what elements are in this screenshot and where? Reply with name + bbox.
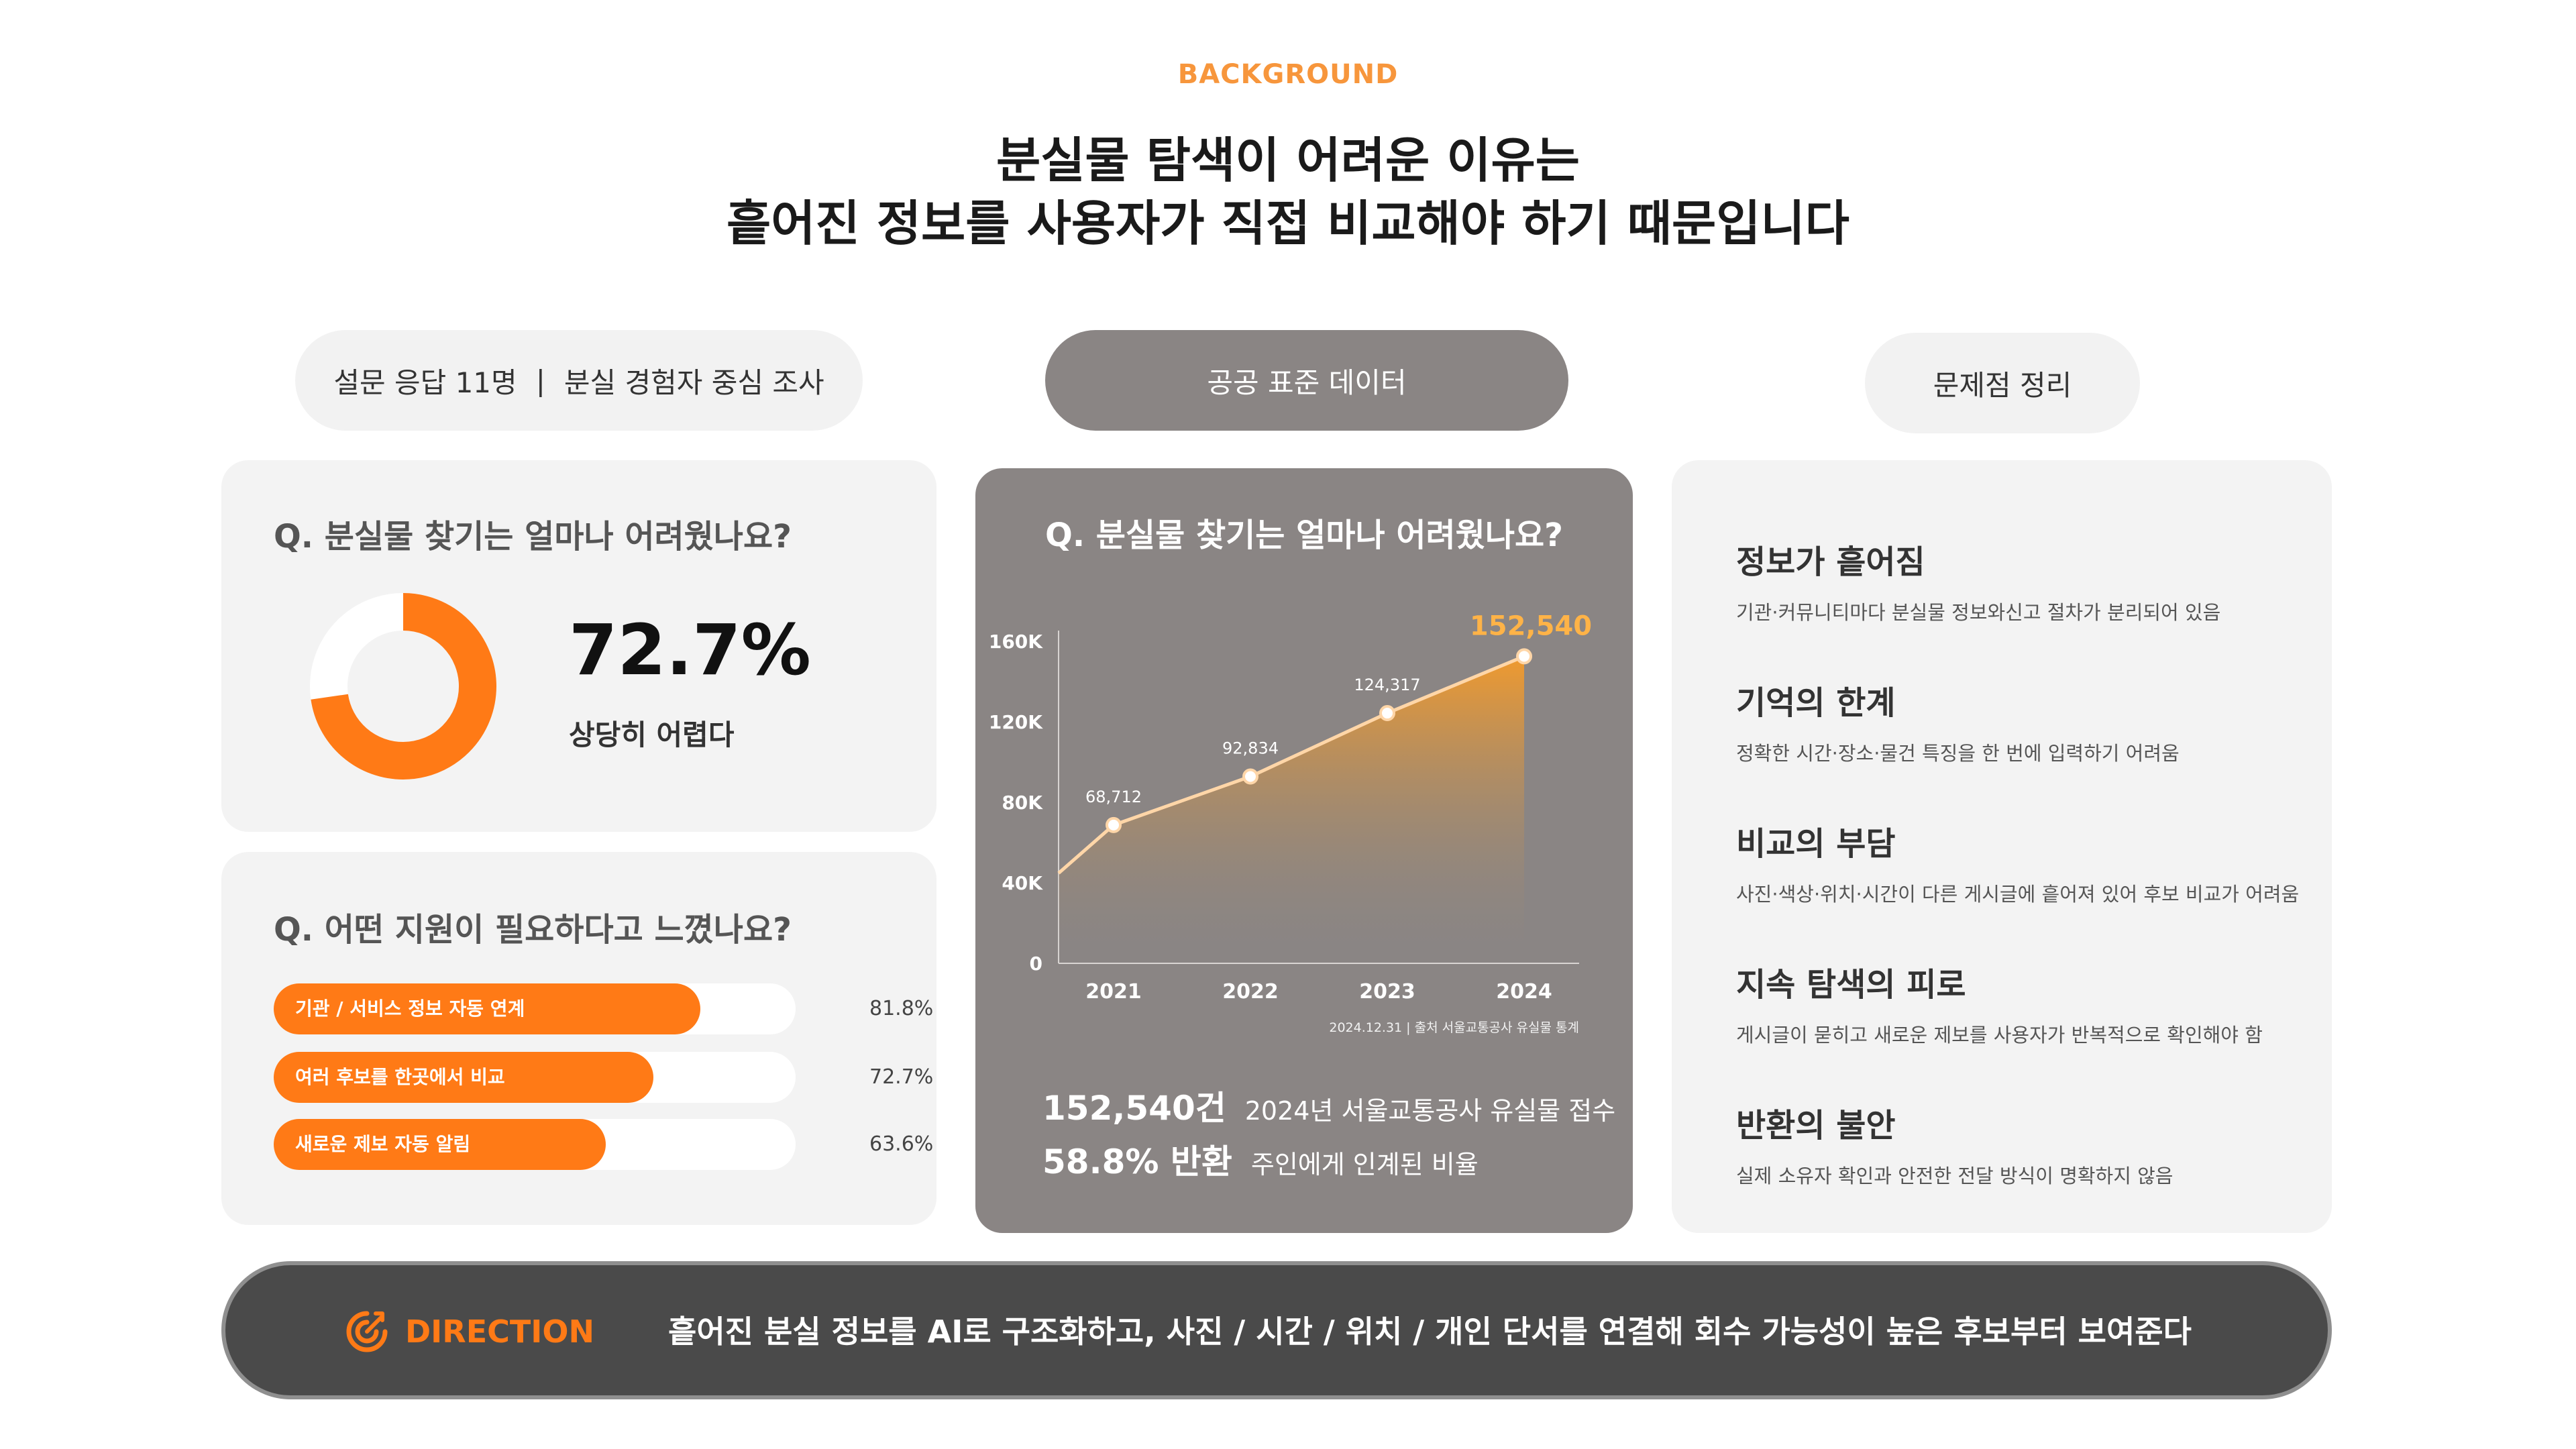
donut-question: Q. 분실물 찾기는 얼마나 어려웠나요? [274,518,792,555]
issue-desc: 사진·색상·위치·시간이 다른 게시글에 흩어져 있어 후보 비교가 어려움 [1736,883,2300,906]
direction-text: 흩어진 분실 정보를 AI로 구조화하고, 사진 / 시간 / 위치 / 개인 … [668,1313,2192,1350]
target-arrow-icon [346,1311,388,1352]
section-eyebrow: BACKGROUND [1177,59,1399,90]
bar-label: 기관 / 서비스 정보 자동 연계 [295,998,525,1020]
summary-pill: 문제점 정리 [1865,333,2140,433]
public-data-pill: 공공 표준 데이터 [1045,330,1568,431]
stat-received-value: 152,540건 [1042,1089,1226,1128]
headline-line-2: 흩어진 정보를 사용자가 직접 비교해야 하기 때문입니다 [727,195,1849,252]
data-label: 92,834 [1222,739,1279,757]
issue-title: 정보가 흩어짐 [1736,543,1925,581]
bar-label: 새로운 제보 자동 알림 [295,1133,471,1155]
issue-title: 기억의 한계 [1736,684,1896,722]
data-label: 68,712 [1085,788,1142,806]
issue-item: 기억의 한계 정확한 시간·장소·물건 특징을 한 번에 입력하기 어려움 [1736,676,2180,766]
donut-percent: 72.7% [569,609,811,691]
chart-question: Q. 분실물 찾기는 얼마나 어려웠나요? [1045,517,1563,554]
survey-count: 설문 응답 11명 [333,366,517,399]
chart-area [1059,656,1524,963]
issue-desc: 기관·커뮤니티마다 분실물 정보와신고 절차가 분리되어 있음 [1736,601,2221,624]
difficulty-donut [310,593,496,780]
bar-label: 여러 후보를 한곳에서 비교 [295,1066,505,1088]
y-tick-label: 160K [989,631,1043,653]
stat-received: 152,540건 2024년 서울교통공사 유실물 접수 [1042,1081,1615,1128]
stat-received-desc: 2024년 서울교통공사 유실물 접수 [1244,1096,1616,1126]
x-tick-label: 2023 [1359,980,1415,1004]
data-point [1516,648,1532,665]
issue-item: 지속 탐색의 피로 게시글이 묻히고 새로운 제보를 사용자가 반복적으로 확인… [1736,958,2263,1048]
data-label: 124,317 [1354,676,1420,694]
issue-desc: 정확한 시간·장소·물건 특징을 한 번에 입력하기 어려움 [1736,742,2180,765]
bar-fill [274,1052,653,1103]
data-point [1379,705,1395,722]
issue-desc: 게시글이 묻히고 새로운 제보를 사용자가 반복적으로 확인해야 함 [1736,1024,2263,1046]
bar-fill [274,983,701,1034]
headline-line-1: 분실물 탐색이 어려운 이유는 [996,132,1580,189]
x-tick-label: 2021 [1085,980,1142,1004]
issue-title: 지속 탐색의 피로 [1736,966,1966,1004]
x-tick-label: 2024 [1496,980,1552,1004]
chart-source-note: 2024.12.31 | 출처 서울교통공사 유실물 통계 [1329,1020,1579,1035]
bar-fill [274,1119,606,1170]
stat-returned-value: 58.8% 반환 [1042,1142,1232,1181]
issue-desc: 실제 소유자 확인과 안전한 전달 방식이 명확하지 않음 [1736,1165,2174,1187]
difficulty-donut-card: Q. 분실물 찾기는 얼마나 어려웠나요? 72.7% 상당히 어렵다 [221,460,936,832]
survey-pill: 설문 응답 11명 | 분실 경험자 중심 조사 [295,330,863,431]
bar-value: 63.6% [869,1132,934,1156]
y-tick-label: 80K [1002,792,1043,814]
lost-items-chart-card: Q. 분실물 찾기는 얼마나 어려웠나요? 0 40K 80K 120K 160K 202… [975,468,1633,1233]
stat-returned-desc: 주인에게 인계된 비율 [1250,1150,1479,1179]
y-tick-label: 0 [1030,953,1042,975]
support-needs-card: Q. 어떤 지원이 필요하다고 느꼈나요? 기관 / 서비스 정보 자동 연계 … [221,852,936,1225]
issue-title: 비교의 부담 [1736,825,1896,863]
bar-value: 81.8% [869,997,934,1020]
direction-banner: DIRECTION 흩어진 분실 정보를 AI로 구조화하고, 사진 / 시간 … [221,1261,2332,1399]
data-point [1106,816,1122,833]
issue-item: 정보가 흩어짐 기관·커뮤니티마다 분실물 정보와신고 절차가 분리되어 있음 [1736,535,2220,625]
data-label-highlight: 152,540 [1470,610,1592,641]
issues-summary-card: 정보가 흩어짐 기관·커뮤니티마다 분실물 정보와신고 절차가 분리되어 있음 … [1672,460,2332,1233]
survey-target: 분실 경험자 중심 조사 [564,366,824,399]
x-tick-label: 2022 [1222,980,1279,1004]
y-tick-label: 40K [1002,872,1043,894]
bars-question: Q. 어떤 지원이 필요하다고 느꼈나요? [274,911,792,949]
lost-items-area-chart: 0 40K 80K 120K 160K 2021 2022 2023 2024 68,712 92,… [989,610,1592,1035]
donut-fill [310,593,496,780]
page-headline: 분실물 탐색이 어려운 이유는 흩어진 정보를 사용자가 직접 비교해야 하기 … [0,129,2576,255]
issue-item: 비교의 부담 사진·색상·위치·시간이 다른 게시글에 흩어져 있어 후보 비교… [1736,817,2299,907]
bar-value: 72.7% [869,1065,934,1089]
donut-label: 상당히 어렵다 [569,718,735,751]
issue-item: 반환의 불안 실제 소유자 확인과 안전한 전달 방식이 명확하지 않음 [1736,1099,2174,1189]
direction-label: DIRECTION [405,1313,594,1350]
issue-title: 반환의 불안 [1736,1107,1896,1144]
stat-returned: 58.8% 반환 주인에게 인계된 비율 [1042,1135,1479,1182]
y-tick-label: 120K [989,711,1043,733]
data-point [1242,768,1258,785]
survey-separator: | [535,364,545,397]
